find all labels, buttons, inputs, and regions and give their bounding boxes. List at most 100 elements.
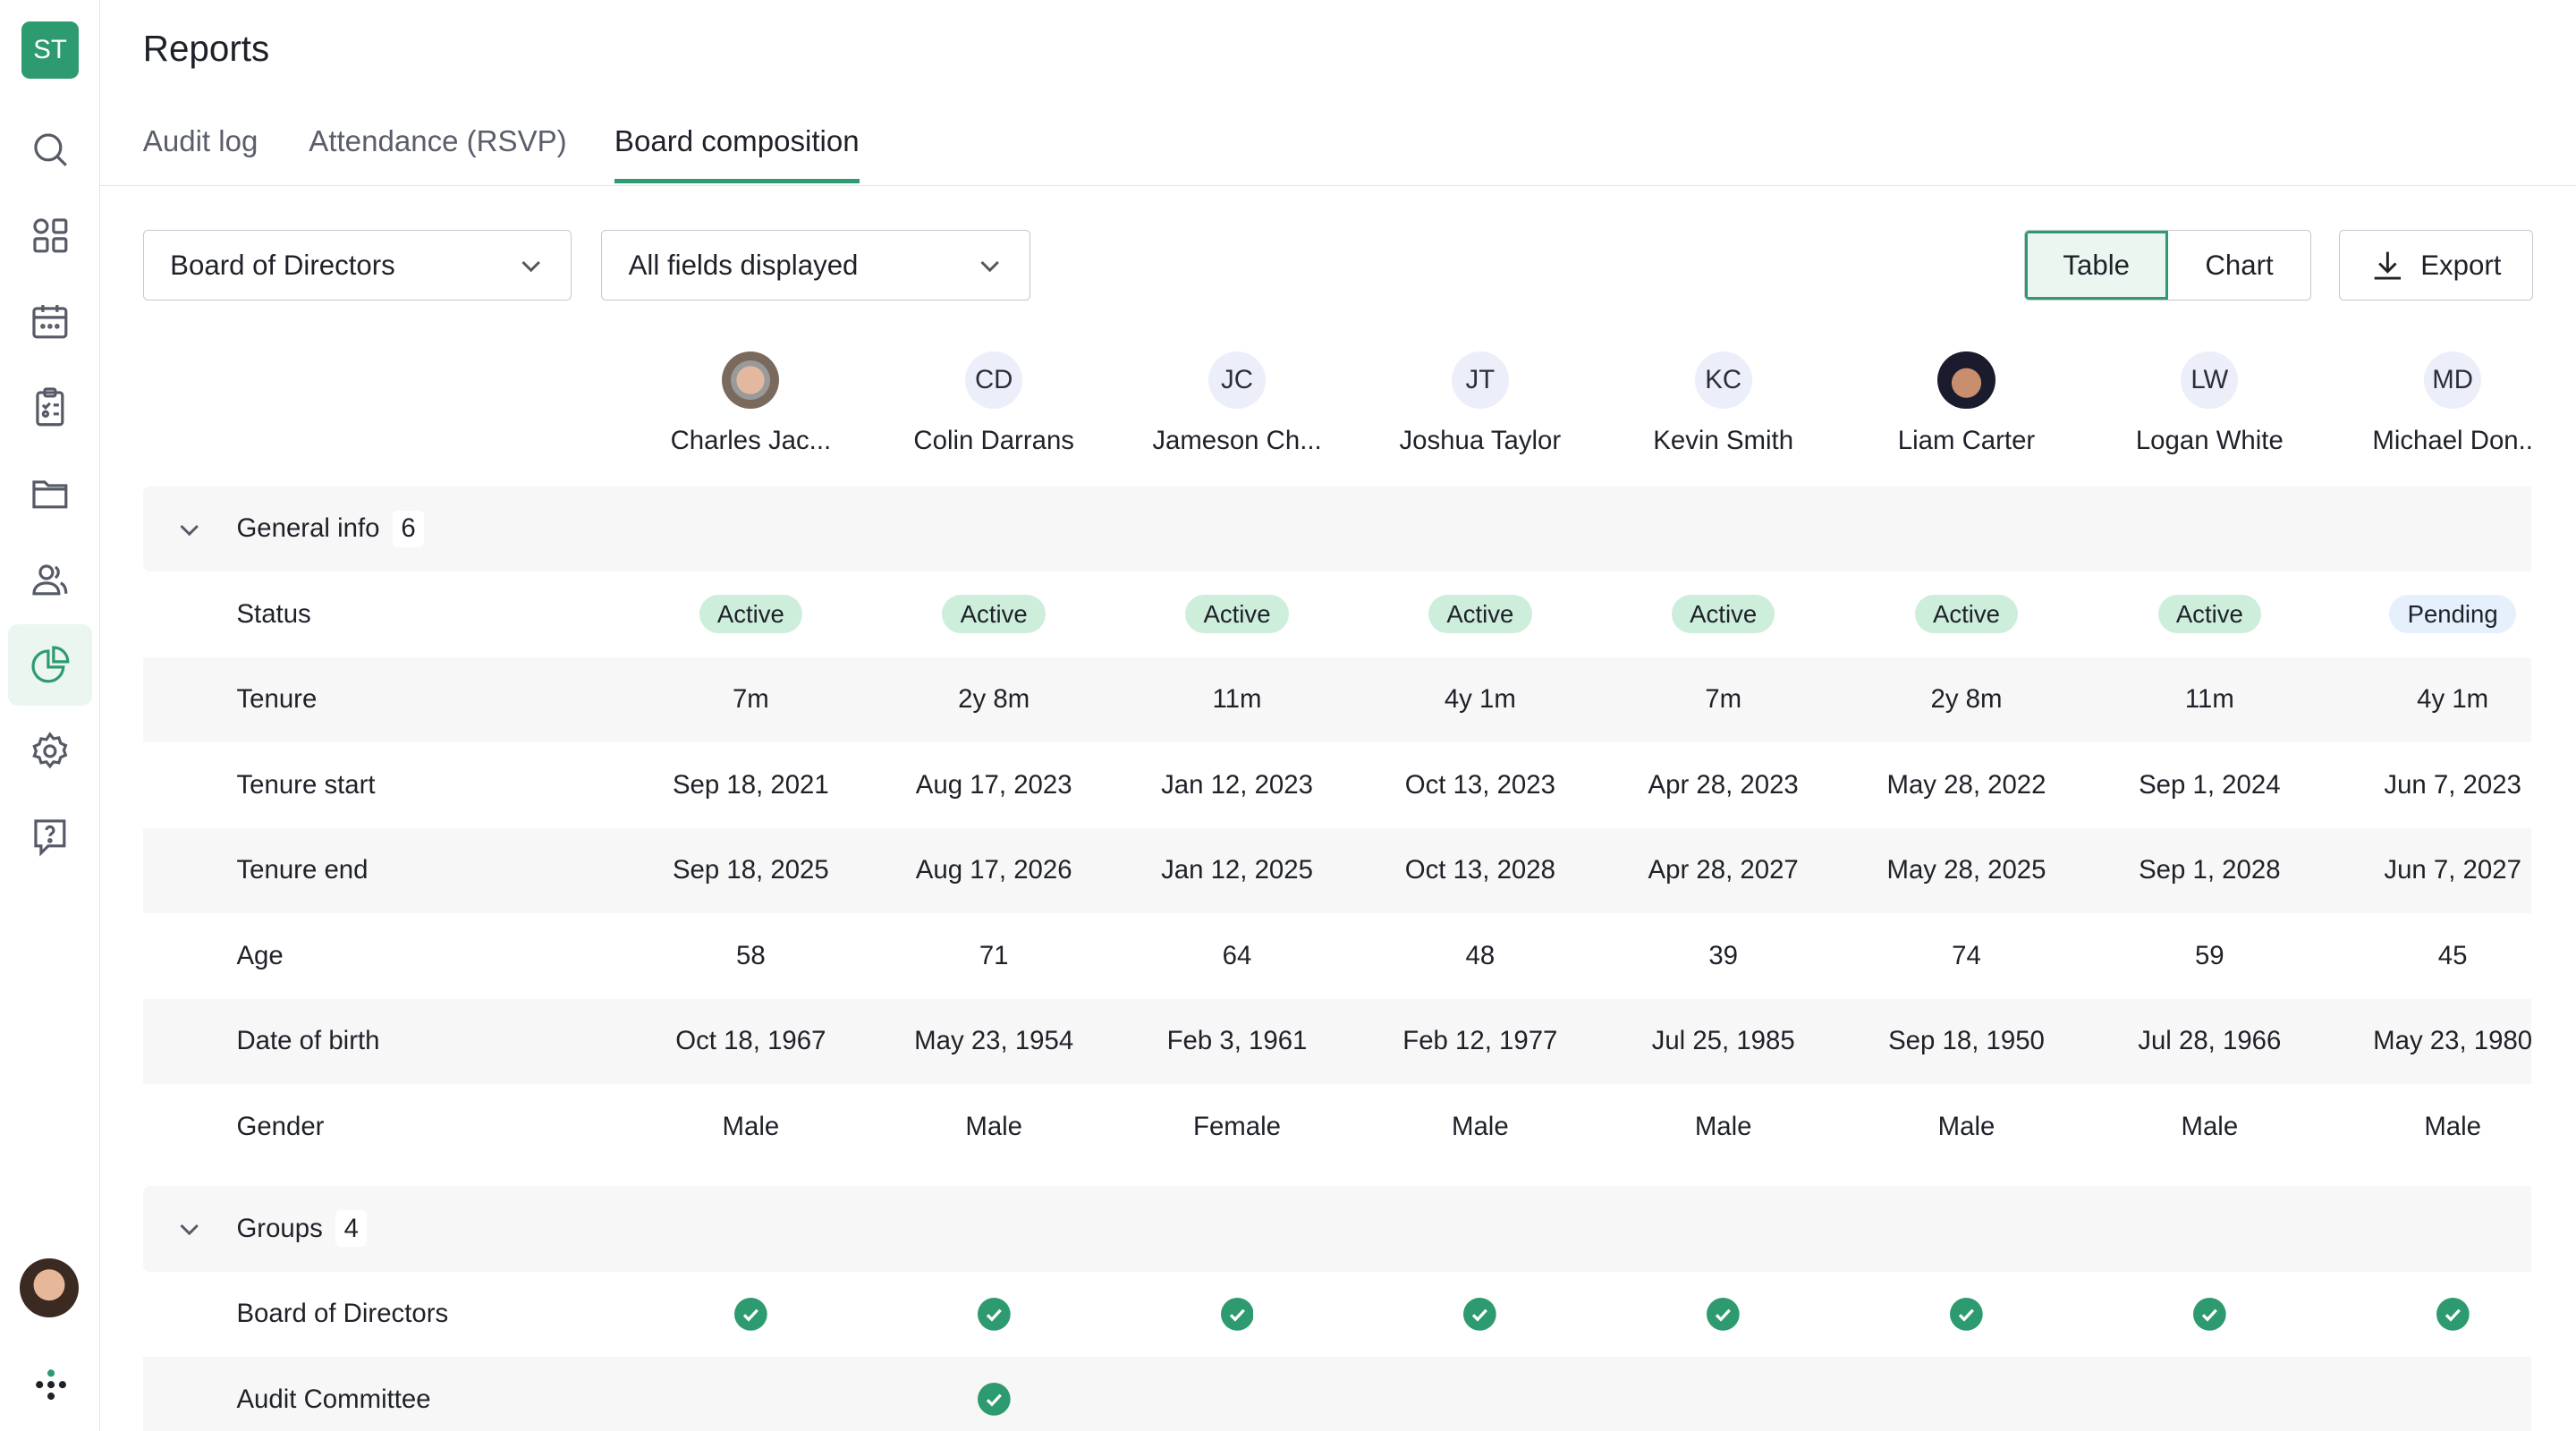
table-row: Tenure end Sep 18, 2025 Aug 17, 2026 Jan 12… [142, 827, 2532, 914]
cell-value: 64 [1222, 940, 1252, 970]
row-label: Age [236, 940, 284, 970]
section-count: 6 [393, 510, 424, 548]
member-name: Michael Don.. [2372, 425, 2532, 455]
cell-value: Jul 25, 1985 [1651, 1026, 1795, 1056]
member-column-header[interactable]: LW Logan White [2088, 351, 2331, 456]
sidebar-item-folder[interactable] [8, 452, 92, 534]
cell-value: Jan 12, 2025 [1161, 855, 1313, 885]
pie-chart-icon [31, 645, 70, 682]
table-row: Board of Directors [143, 1272, 2532, 1358]
table-row: Gender Male Male Female Male Male Male Male Male [143, 1084, 2532, 1170]
member-column-header[interactable]: CD Colin Darrans [872, 351, 1115, 456]
membership-cell [629, 1297, 872, 1331]
cell-value: Male [2181, 1111, 2239, 1141]
member-column-header[interactable]: JT Joshua Taylor [1359, 351, 1602, 456]
composition-table: Charles Jac... CD Colin Darrans JC Jameson C… [142, 351, 2532, 1431]
check-circle-icon [1463, 1297, 1497, 1331]
sidebar-item-pie-chart[interactable] [8, 623, 92, 707]
avatar: JC [1208, 351, 1267, 410]
row-label: Audit Committee [236, 1384, 431, 1414]
cell-value: Male [1694, 1111, 1752, 1141]
member-name: Colin Darrans [913, 425, 1074, 455]
status-badge: Active [699, 595, 803, 634]
sidebar-item-search[interactable] [8, 108, 92, 191]
cell-value: 7m [1705, 684, 1742, 715]
table-row: Audit Committee [142, 1357, 2532, 1431]
member-column-header[interactable]: Charles Jac... [629, 351, 872, 456]
section-header[interactable]: Groups 4 [142, 1186, 2532, 1272]
status-badge: Active [1428, 595, 1532, 634]
section-header[interactable]: General info 6 [142, 486, 2532, 572]
table-view-button[interactable]: Table [2024, 231, 2168, 301]
view-toggle: Table Chart [2023, 230, 2312, 301]
membership-cell [1602, 1297, 1845, 1331]
cell-value: Jul 28, 1966 [2138, 1026, 2282, 1056]
member-name: Joshua Taylor [1399, 425, 1562, 455]
tab-board-composition[interactable]: Board composition [614, 125, 860, 183]
avatar: LW [2181, 351, 2239, 410]
sidebar-item-dashboard[interactable] [8, 194, 92, 276]
group-select[interactable]: Board of Directors [142, 230, 572, 301]
chevron-down-icon[interactable] [176, 1215, 202, 1241]
membership-cell [1359, 1297, 1602, 1331]
chevron-down-icon[interactable] [176, 516, 202, 542]
cell-value: Male [2424, 1111, 2481, 1141]
membership-cell [2331, 1297, 2531, 1331]
cell-value: 2y 8m [1930, 684, 2003, 715]
check-circle-icon [1707, 1297, 1741, 1331]
avatar [722, 351, 780, 410]
apps-menu-icon[interactable] [31, 1367, 71, 1406]
tab-audit-log[interactable]: Audit log [142, 124, 258, 158]
member-column-header[interactable]: Liam Carter [1845, 351, 2089, 456]
member-column-header[interactable]: JC Jameson Ch... [1115, 351, 1359, 456]
membership-cell [1845, 1297, 2089, 1331]
avatar [1937, 351, 1996, 410]
workspace-logo[interactable]: ST [21, 21, 80, 80]
status-badge: Active [1914, 595, 2019, 634]
cell-value: May 28, 2022 [1886, 769, 2046, 800]
sidebar-item-people[interactable] [8, 538, 92, 621]
cell-value: Female [1193, 1111, 1281, 1141]
cell-value: Male [1452, 1111, 1509, 1141]
cell-value: 59 [2194, 940, 2224, 970]
user-avatar[interactable] [20, 1257, 80, 1318]
membership-cell [872, 1383, 1115, 1417]
members-header: Charles Jac... CD Colin Darrans JC Jameson C… [143, 351, 2531, 487]
chevron-down-icon [521, 260, 541, 273]
tab-attendance[interactable]: Attendance (RSVP) [309, 124, 567, 158]
cell-value: May 23, 1980 [2373, 1026, 2532, 1056]
sidebar-item-calendar[interactable] [8, 280, 92, 362]
cell-value: 48 [1465, 940, 1496, 970]
sidebar-item-checklist[interactable] [8, 366, 92, 448]
section-title: Groups [236, 1213, 323, 1243]
status-badge: Pending [2389, 595, 2516, 634]
download-icon [2374, 251, 2402, 280]
cell-value: 4y 1m [2417, 684, 2489, 715]
cell-value: Apr 28, 2023 [1648, 769, 1799, 800]
fields-select[interactable]: All fields displayed [601, 230, 1030, 301]
cell-value: Feb 3, 1961 [1166, 1026, 1308, 1056]
page-title: Reports [142, 28, 270, 70]
section-title: General info [236, 513, 380, 544]
member-name: Logan White [2135, 425, 2284, 455]
sidebar-item-gear[interactable] [8, 710, 92, 792]
chevron-down-icon [980, 260, 999, 273]
member-column-header[interactable]: MD Michael Don.. [2331, 351, 2531, 456]
member-name: Kevin Smith [1653, 425, 1794, 455]
sidebar-item-help[interactable] [8, 796, 92, 878]
chart-view-button[interactable]: Chart [2205, 249, 2274, 281]
cell-value: 58 [736, 940, 766, 970]
member-name: Liam Carter [1897, 425, 2036, 455]
membership-cell [872, 1297, 1115, 1331]
export-button[interactable]: Export [2339, 230, 2534, 301]
dashboard-icon [33, 218, 68, 253]
cell-value: Male [1937, 1111, 1996, 1141]
membership-cell [2088, 1297, 2331, 1331]
cell-value: Sep 18, 1950 [1888, 1026, 2045, 1056]
cell-value: Male [722, 1111, 780, 1141]
calendar-icon [32, 305, 68, 339]
sidebar: ST [0, 0, 101, 1431]
row-label: Tenure [236, 684, 318, 715]
member-column-header[interactable]: KC Kevin Smith [1602, 351, 1845, 456]
